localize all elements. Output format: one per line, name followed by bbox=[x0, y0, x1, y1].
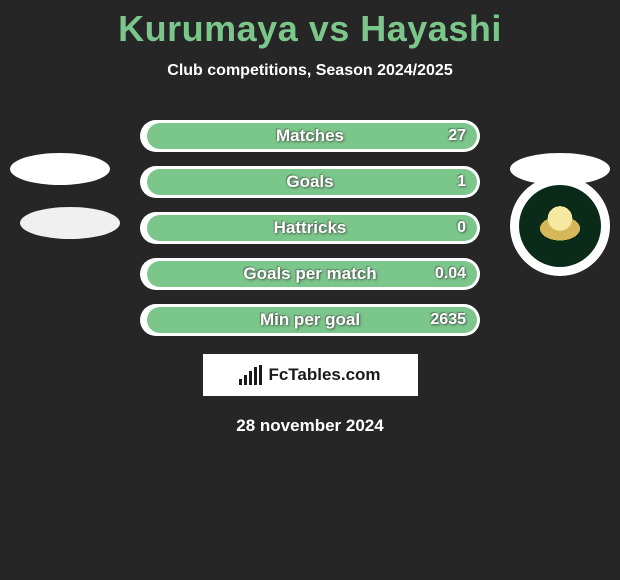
stat-bar: Goals per match 0.04 bbox=[140, 258, 480, 290]
stat-label: Hattricks bbox=[274, 218, 347, 238]
stat-label: Goals bbox=[286, 172, 333, 192]
stat-value: 27 bbox=[448, 127, 466, 145]
stat-label: Min per goal bbox=[260, 310, 360, 330]
crest-eagle-icon bbox=[535, 201, 585, 251]
stat-value: 0 bbox=[457, 219, 466, 237]
footer-date: 28 november 2024 bbox=[0, 416, 620, 436]
stat-row-goals-per-match: Goals per match 0.04 bbox=[140, 258, 480, 290]
stat-bar: Goals 1 bbox=[140, 166, 480, 198]
team-badge-left-1 bbox=[10, 153, 110, 185]
stat-row-matches: Matches 27 bbox=[140, 120, 480, 152]
stat-value: 0.04 bbox=[435, 265, 466, 283]
brand-bars-icon bbox=[239, 365, 262, 385]
crest-inner bbox=[519, 185, 601, 267]
stat-row-hattricks: Hattricks 0 bbox=[140, 212, 480, 244]
stats-panel: Matches 27 Goals 1 Hattricks 0 Goals per… bbox=[0, 120, 620, 336]
page-subtitle: Club competitions, Season 2024/2025 bbox=[0, 62, 620, 80]
stat-label: Goals per match bbox=[243, 264, 376, 284]
stat-bar: Min per goal 2635 bbox=[140, 304, 480, 336]
page-title: Kurumaya vs Hayashi bbox=[0, 0, 620, 50]
team-badge-right-crest bbox=[510, 176, 610, 276]
stat-row-min-per-goal: Min per goal 2635 bbox=[140, 304, 480, 336]
stat-bar: Matches 27 bbox=[140, 120, 480, 152]
stat-row-goals: Goals 1 bbox=[140, 166, 480, 198]
stat-value: 1 bbox=[457, 173, 466, 191]
stat-value: 2635 bbox=[430, 311, 466, 329]
stat-bar: Hattricks 0 bbox=[140, 212, 480, 244]
brand-name: FcTables.com bbox=[268, 365, 380, 385]
brand-logo-box[interactable]: FcTables.com bbox=[203, 354, 418, 396]
stat-label: Matches bbox=[276, 126, 344, 146]
team-badge-left-2 bbox=[20, 207, 120, 239]
